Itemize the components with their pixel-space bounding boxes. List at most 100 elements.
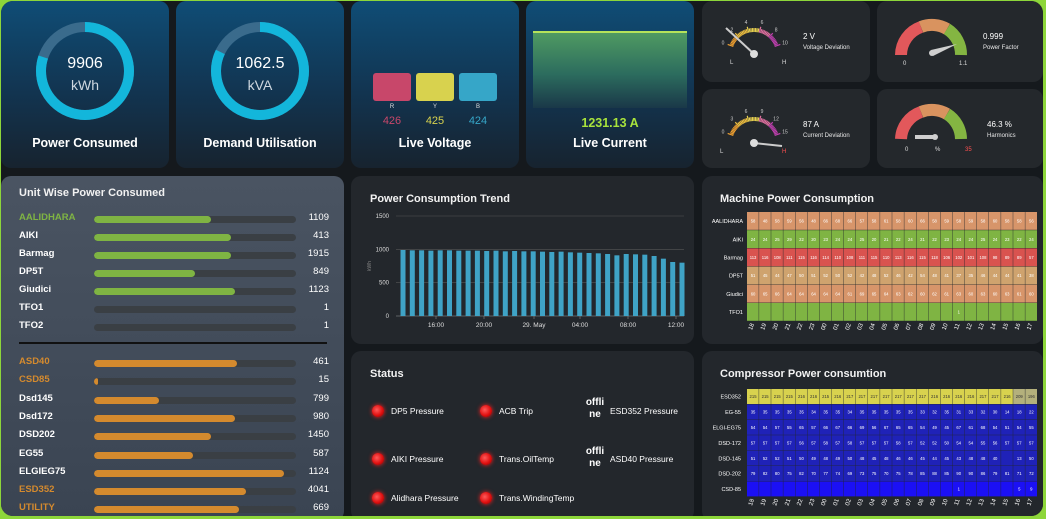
compressor-cell-value: 65 — [799, 425, 804, 430]
machine-cell-value: 65 — [872, 291, 877, 296]
machine-cell — [855, 266, 868, 285]
demand-utilisation-card[interactable]: 1062.5 kVA Demand Utilisation — [176, 1, 344, 168]
compressor-cell-value: 217 — [979, 394, 987, 399]
live-voltage-card[interactable]: R Y B 426 425 424 Live Voltage — [351, 1, 519, 168]
compressor-cell — [989, 404, 1001, 420]
compressor-cell — [964, 481, 977, 497]
unit-row[interactable]: DP5T 849 — [19, 266, 329, 280]
unit-name: ASD40 — [19, 356, 50, 367]
machine-cell-value: 29 — [787, 237, 792, 242]
machine-cell — [843, 230, 856, 248]
voltage-deviation-card[interactable]: 0 2 4 6 8 10 L H 2 V Voltage Deviation — [702, 1, 870, 82]
x-tick-label: 04:00 — [572, 322, 589, 329]
machine-cell-value: 98 — [993, 255, 998, 260]
compressor-cell — [855, 389, 868, 404]
compressor-cell — [1025, 389, 1037, 404]
machine-cell-value: 25 — [860, 237, 865, 242]
compressor-cell-value: 216 — [943, 394, 951, 399]
compressor-cell — [807, 481, 820, 497]
unit-row[interactable]: Dsd172 980 — [19, 411, 329, 425]
machine-cell-value: 58 — [981, 219, 986, 224]
unit-bar-track — [94, 378, 296, 386]
compressor-cell — [868, 466, 880, 481]
power-factor-card[interactable]: 0 1.1 0.999 Power Factor — [877, 1, 1043, 82]
harmonics-card[interactable]: 0 % 35 46.3 % Harmonics — [877, 89, 1043, 168]
machine-col-label: 00 — [821, 322, 829, 331]
power-factor-label: Power Factor — [983, 45, 1019, 51]
compressor-cell-value: 66 — [823, 425, 828, 430]
machine-col-label: 17 — [1026, 322, 1034, 331]
machine-cell — [831, 212, 844, 230]
compressor-cell-value: 67 — [956, 425, 961, 430]
machine-cell-value: 50 — [835, 273, 840, 278]
unit-name: Giudici — [19, 284, 52, 295]
compressor-cell — [771, 450, 783, 466]
machine-cell — [795, 303, 808, 321]
machine-cell — [976, 230, 989, 248]
y-tick-label: 500 — [379, 281, 390, 287]
machine-cell-value: 24 — [908, 237, 913, 242]
compressor-cell — [759, 404, 771, 420]
current-deviation-gauge: 0 3 6 9 12 15 L H — [720, 109, 788, 155]
machine-cell — [928, 230, 941, 248]
unit-value: 669 — [313, 502, 329, 514]
compressor-cell — [952, 389, 965, 404]
machine-col-label: 04 — [869, 322, 877, 331]
compressor-cell-value: 57 — [751, 440, 756, 445]
unit-value: 413 — [313, 230, 329, 241]
unit-row[interactable]: CSD85 15 — [19, 374, 329, 388]
unit-row[interactable]: ASD40 461 — [19, 356, 329, 370]
machine-cell — [783, 248, 795, 267]
status-esd352: ESD352 Pressure — [610, 406, 679, 416]
unit-row[interactable]: AIKI 413 — [19, 230, 329, 244]
unit-row[interactable]: UTILITY 669 — [19, 502, 329, 516]
unit-row[interactable]: Barmag 1915 — [19, 248, 329, 262]
machine-cell — [855, 284, 868, 303]
compressor-cell — [892, 481, 904, 497]
demand-utilisation-donut — [211, 22, 309, 120]
compressor-cell — [904, 435, 916, 451]
machine-cell — [940, 284, 953, 303]
unit-row[interactable]: TFO2 1 — [19, 320, 329, 334]
machine-cell-value: 113 — [750, 255, 757, 260]
machine-cell-value: 24 — [751, 237, 756, 242]
status-dot-dp5 — [372, 405, 384, 417]
machine-col-label: 18 — [748, 322, 756, 331]
power-consumed-card[interactable]: 9906 kWh Power Consumed — [1, 1, 169, 168]
machine-cell — [759, 212, 771, 230]
machine-cell-value: 63 — [1005, 291, 1010, 296]
machine-cell-value: 64 — [799, 291, 804, 296]
machine-col-label: 20 — [772, 322, 780, 331]
compressor-cell-value: 40 — [993, 456, 998, 461]
machine-col-label: 12 — [966, 322, 974, 331]
unit-row[interactable]: ELGIEG75 1124 — [19, 466, 329, 480]
unit-row[interactable]: AALIDHARA 1109 — [19, 212, 329, 226]
voltage-deviation-gauge: 0 2 4 6 8 10 L H — [722, 20, 788, 66]
machine-cell — [759, 266, 771, 285]
compressor-cell — [795, 389, 808, 404]
unit-value: 4041 — [307, 484, 329, 496]
current-deviation-card[interactable]: 0 3 6 9 12 15 L H 87 A Current Deviation — [702, 89, 870, 168]
compressor-cell — [916, 450, 929, 466]
unit-row[interactable]: DSD202 1450 — [19, 429, 329, 443]
machine-col-label: 06 — [893, 322, 901, 331]
unit-row[interactable]: ESD352 4041 — [19, 484, 329, 498]
unit-row[interactable]: EG55 587 — [19, 448, 329, 462]
unit-value: 587 — [313, 447, 329, 459]
compressor-card: Compressor Power consumtion ESD352 215 215… — [702, 351, 1043, 516]
unit-name: AALIDHARA — [19, 212, 76, 223]
trend-bar — [484, 251, 490, 316]
machine-cell — [747, 266, 759, 285]
compressor-cell-value: 216 — [834, 394, 842, 399]
machine-cell-value: 116 — [907, 255, 914, 260]
unit-row[interactable]: TFO1 1 — [19, 302, 329, 316]
unit-row[interactable]: Dsd145 799 — [19, 393, 329, 407]
unit-row[interactable]: Giudici 1123 — [19, 284, 329, 298]
machine-cell-value: 52 — [823, 273, 828, 278]
compressor-cell — [771, 389, 783, 404]
live-current-card[interactable]: 1231.13 A Live Current — [526, 1, 694, 168]
machine-cell-value: 23 — [944, 237, 949, 242]
machine-cell — [868, 230, 880, 248]
machine-cell — [819, 266, 832, 285]
machine-cell-value: 48 — [932, 273, 937, 278]
